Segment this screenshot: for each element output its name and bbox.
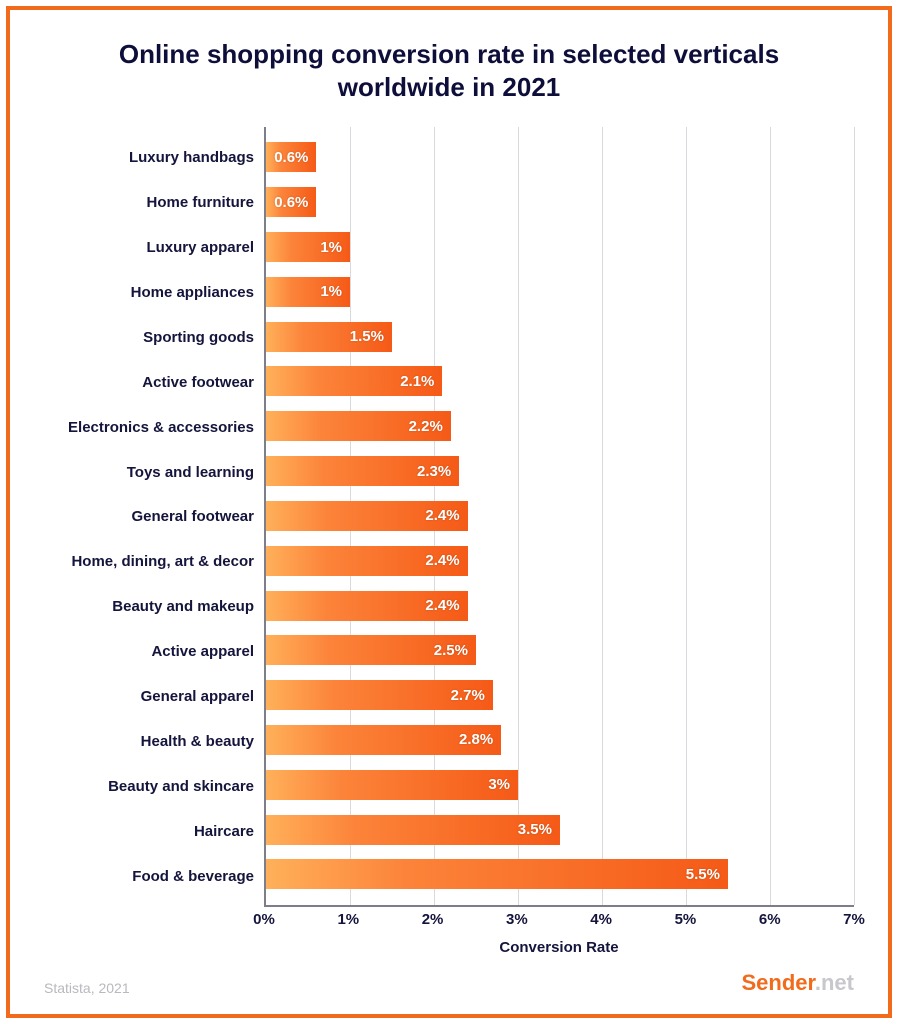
x-axis-label: Conversion Rate [264,939,854,956]
bar: 0.6% [266,187,316,217]
source-text: Statista, 2021 [44,980,130,996]
bar-row: 3.5% [266,815,854,845]
bar-row: 2.4% [266,546,854,576]
x-tick-label: 2% [422,911,444,928]
x-tick-label: 0% [253,911,275,928]
y-axis-label: Sporting goods [44,330,254,345]
y-axis-label: Home furniture [44,195,254,210]
x-axis-ticks: 0%1%2%3%4%5%6%7% [264,907,854,931]
y-axis-label: Beauty and skincare [44,779,254,794]
x-tick-label: 1% [337,911,359,928]
bar: 2.4% [266,591,468,621]
bar: 3.5% [266,815,560,845]
y-axis-label: Health & beauty [44,734,254,749]
bar-row: 2.3% [266,456,854,486]
bars-container: 0.6% 0.6% 1% 1% 1.5% 2.1% 2.2% 2.3% 2.4% 2.4% 2.4%… [266,127,854,905]
chart-footer: Statista, 2021 Sender.net [44,970,854,996]
y-axis-label: Luxury handbags [44,150,254,165]
bar-row: 2.5% [266,635,854,665]
y-axis-label: Home, dining, art & decor [44,554,254,569]
bar-row: 1% [266,277,854,307]
bar-row: 5.5% [266,859,854,889]
bar-row: 2.8% [266,725,854,755]
x-tick-label: 3% [506,911,528,928]
y-axis-label: Beauty and makeup [44,599,254,614]
gridline [854,127,855,905]
plot: Luxury handbags Home furniture Luxury appa… [44,127,854,907]
bar: 2.4% [266,546,468,576]
chart-frame: Online shopping conversion rate in selec… [6,6,892,1018]
bar: 5.5% [266,859,728,889]
brand-suffix: .net [815,970,854,995]
y-axis-label: Haircare [44,824,254,839]
bar: 2.8% [266,725,501,755]
bar: 2.4% [266,501,468,531]
bar-row: 2.1% [266,366,854,396]
brand-logo: Sender.net [742,970,855,996]
bar: 2.1% [266,366,442,396]
x-tick-label: 6% [759,911,781,928]
bar-row: 2.7% [266,680,854,710]
bar: 2.3% [266,456,459,486]
x-tick-label: 4% [590,911,612,928]
y-axis-label: General footwear [44,509,254,524]
y-axis-label: Home appliances [44,285,254,300]
y-axis-label: Toys and learning [44,465,254,480]
y-axis-label: General apparel [44,689,254,704]
plot-area: 0.6% 0.6% 1% 1% 1.5% 2.1% 2.2% 2.3% 2.4% 2.4% 2.4%… [264,127,854,907]
bar: 0.6% [266,142,316,172]
x-tick-label: 5% [675,911,697,928]
bar: 1% [266,232,350,262]
y-axis-label: Electronics & accessories [44,420,254,435]
bar-row: 1% [266,232,854,262]
bar: 2.5% [266,635,476,665]
bar: 1% [266,277,350,307]
bar: 1.5% [266,322,392,352]
bar-row: 1.5% [266,322,854,352]
bar-row: 0.6% [266,142,854,172]
bar: 2.2% [266,411,451,441]
y-axis-label: Luxury apparel [44,240,254,255]
y-axis-label: Active apparel [44,644,254,659]
chart-title: Online shopping conversion rate in selec… [89,38,809,103]
x-tick-label: 7% [843,911,865,928]
bar: 2.7% [266,680,493,710]
bar-row: 2.2% [266,411,854,441]
chart-area: Luxury handbags Home furniture Luxury appa… [44,127,854,956]
y-axis-label: Food & beverage [44,869,254,884]
y-axis-labels: Luxury handbags Home furniture Luxury appa… [44,127,264,907]
bar: 3% [266,770,518,800]
brand-main: Sender [742,970,815,995]
bar-row: 3% [266,770,854,800]
bar-row: 2.4% [266,501,854,531]
bar-row: 0.6% [266,187,854,217]
bar-row: 2.4% [266,591,854,621]
y-axis-label: Active footwear [44,375,254,390]
